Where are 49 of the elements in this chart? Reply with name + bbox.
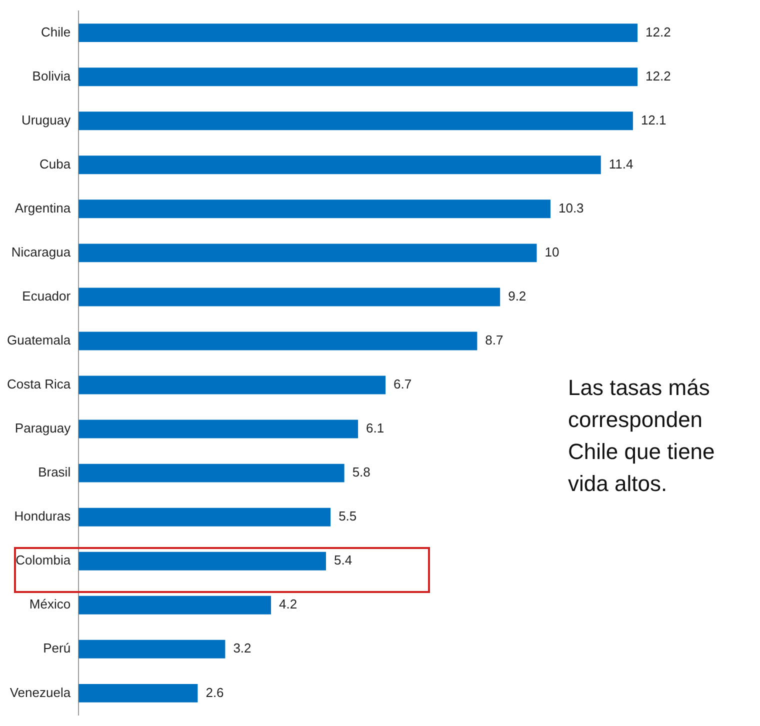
bar	[78, 552, 326, 570]
y-tick-label: Uruguay	[21, 112, 72, 128]
bar	[78, 508, 331, 526]
y-tick-label: Honduras	[14, 508, 72, 524]
data-label: 3.2	[233, 640, 252, 656]
bar	[78, 244, 537, 262]
data-label: 5.5	[338, 508, 357, 524]
y-tick-label: Colombia	[16, 552, 72, 568]
bar	[78, 420, 358, 438]
y-tick-label: Costa Rica	[7, 376, 72, 392]
data-label: 10	[544, 244, 560, 260]
y-tick-label: Argentina	[14, 200, 72, 216]
y-tick-label: Paraguay	[14, 420, 72, 436]
y-tick-label: Guatemala	[6, 332, 72, 348]
y-tick-label: Bolivia	[32, 68, 72, 84]
bar	[78, 464, 344, 482]
bar	[78, 640, 226, 658]
data-label: 12.2	[646, 24, 671, 40]
data-label: 5.4	[334, 552, 352, 568]
data-label: 2.6	[206, 684, 224, 700]
data-label: 10.3	[558, 200, 584, 216]
data-label: 8.7	[485, 332, 504, 348]
data-label: 11.4	[608, 156, 634, 172]
data-label: 4.2	[279, 596, 298, 612]
y-tick-label: México	[29, 596, 71, 612]
bar	[78, 68, 638, 86]
bar	[78, 596, 272, 614]
bar	[78, 112, 633, 130]
bar	[78, 288, 500, 306]
y-tick-label: Perú	[43, 640, 71, 656]
bar	[78, 200, 550, 218]
y-tick-label: Nicaragua	[11, 244, 72, 260]
bar	[78, 376, 386, 394]
data-label: 12.1	[640, 112, 666, 128]
y-tick-label: Venezuela	[10, 684, 72, 700]
data-label: 9.2	[508, 288, 526, 304]
bar	[78, 332, 478, 350]
data-label: 6.7	[394, 376, 412, 392]
bar	[78, 684, 198, 702]
annotation: Las tasas más corresponden Chile que tiene vida altos.	[568, 374, 716, 498]
data-label: 12.2	[646, 68, 671, 84]
data-label: 5.8	[352, 464, 370, 480]
y-tick-label: Cuba	[40, 156, 72, 172]
y-tick-label: Ecuador	[22, 288, 72, 304]
y-tick-label: Brasil	[38, 464, 71, 480]
y-tick-label: Chile	[40, 24, 71, 40]
bar	[78, 24, 638, 42]
data-label: 6.1	[366, 420, 384, 436]
bar	[78, 156, 601, 174]
